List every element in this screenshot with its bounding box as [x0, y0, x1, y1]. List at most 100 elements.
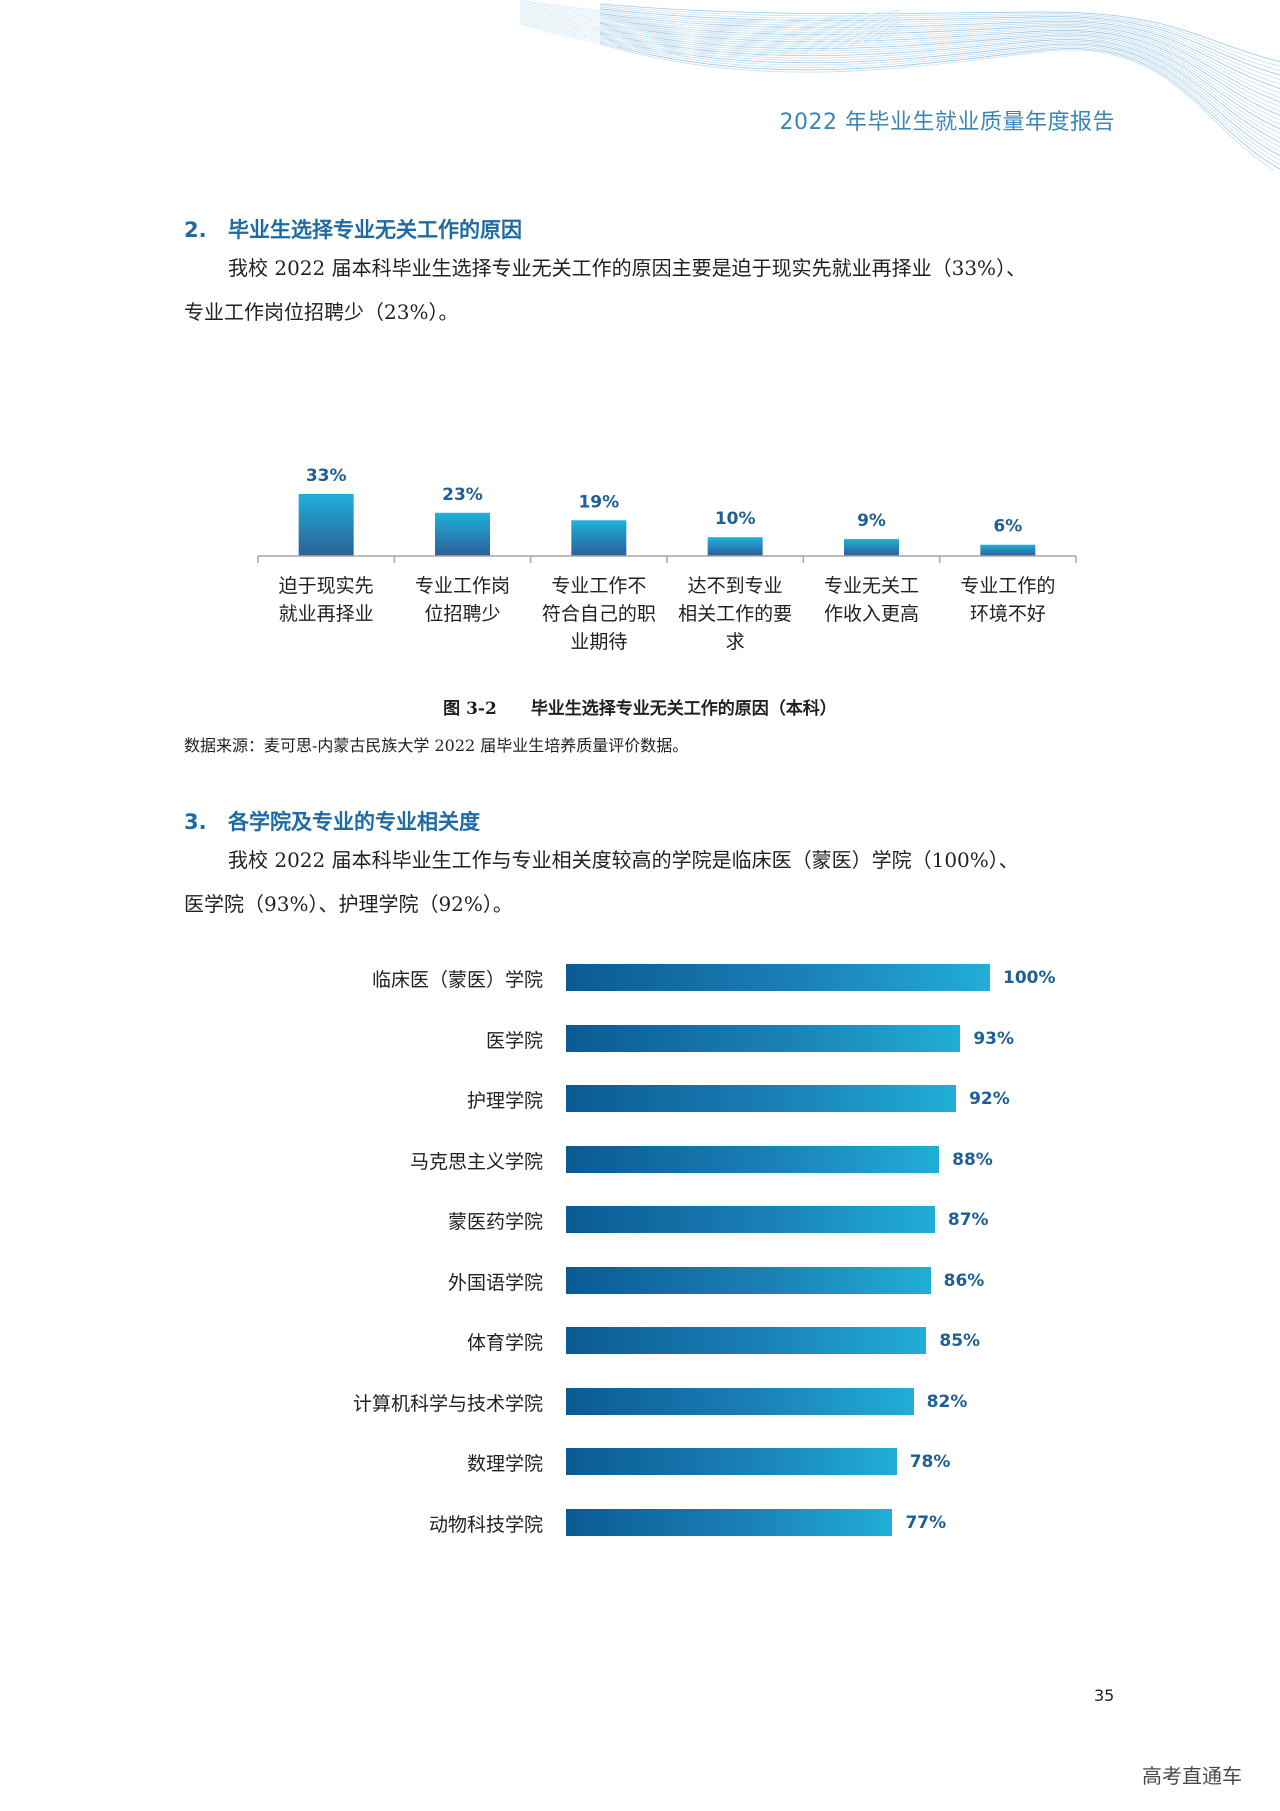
wave-line — [599, 11, 1280, 85]
wave-line — [519, 16, 901, 47]
reason-bar-value-label: 10% — [715, 509, 756, 529]
reason-category-label: 迫于现实先就业再择业 — [258, 572, 394, 628]
reason-category-label: 专业工作的 环境不好 — [940, 572, 1076, 628]
reason-category-label: 专业工作不符合自己的职 业期待 — [531, 572, 667, 656]
reason-category-label-line: 专业工作的 — [960, 575, 1056, 597]
section-3-paragraph-line-2: 医学院（93%）、护理学院（92%）。 — [184, 892, 513, 916]
reason-bar — [980, 544, 1036, 556]
college-relevance-value-label: 77% — [905, 1512, 947, 1533]
wave-line — [599, 6, 1280, 71]
wave-line — [599, 27, 1280, 130]
college-relevance-value-label: 92% — [969, 1089, 1010, 1109]
reason-category-label-line: 求 — [725, 631, 745, 653]
figure-3-2-number: 图 3-2 — [443, 699, 497, 719]
reason-category-label-line: 符合自己的职 — [541, 603, 656, 625]
reason-category-label-line: 位招聘少 — [424, 603, 501, 625]
section-3-title: 各学院及专业的专业相关度 — [228, 810, 480, 834]
college-relevance-value-label: 78% — [909, 1452, 951, 1472]
wave-line — [519, 17, 901, 49]
wave-line — [519, 12, 901, 40]
college-relevance-value-label: 93% — [973, 1028, 1015, 1049]
reason-category-label-line: 作收入更高 — [823, 603, 919, 625]
wave-line — [599, 13, 1280, 89]
reason-category-label-line: 迫于现实先 — [278, 575, 374, 597]
section-3-number: 3. — [184, 810, 207, 834]
reason-category-label-line: 专业工作岗 — [414, 575, 510, 597]
college-label: 医学院 — [485, 1029, 543, 1052]
college-relevance-value-label: 85% — [939, 1331, 981, 1351]
reason-category-label-line: 专业无关工 — [823, 575, 919, 597]
wave-line — [599, 8, 1280, 76]
wave-line — [519, 23, 901, 57]
section-3-paragraph: 我校 2022 届本科毕业生工作与专业相关度较高的学院是临床医（蒙医）学院（10… — [184, 838, 1114, 926]
college-relevance-bar — [566, 1266, 931, 1294]
reason-category-label: 专业工作岗 位招聘少 — [395, 572, 531, 628]
section-2-paragraph: 我校 2022 届本科毕业生选择专业无关工作的原因主要是迫于现实先就业再择业（3… — [184, 246, 1114, 334]
wave-line — [599, 38, 1280, 161]
wave-line — [599, 29, 1280, 134]
reason-category-label-line: 相关工作的要 — [678, 603, 793, 625]
college-relevance-bar — [566, 1085, 957, 1112]
wave-line — [599, 30, 1280, 139]
college-label: 体育学院 — [466, 1332, 543, 1354]
reason-bar-value-label: 23% — [442, 485, 483, 505]
section-2-paragraph-line-1: 我校 2022 届本科毕业生选择专业无关工作的原因主要是迫于现实先就业再择业（3… — [228, 256, 1027, 280]
header-wave-decoration — [519, 0, 1280, 170]
college-relevance-value-label: 87% — [947, 1210, 989, 1230]
wave-line — [519, 20, 901, 53]
wave-line — [599, 14, 1280, 94]
section-3-paragraph-line-1: 我校 2022 届本科毕业生工作与专业相关度较高的学院是临床医（蒙医）学院（10… — [228, 848, 1019, 872]
wave-line — [519, 6, 901, 32]
section-2-paragraph-line-2: 专业工作岗位招聘少（23%）。 — [184, 300, 459, 324]
reason-bar — [844, 539, 899, 556]
wave-line — [519, 3, 901, 28]
college-relevance-value-label: 82% — [926, 1391, 968, 1412]
section-3-heading: 3. 各学院及专业的专业相关度 — [184, 806, 480, 836]
college-label: 动物科技学院 — [428, 1513, 543, 1536]
wave-line — [599, 43, 1275, 170]
college-relevance-bar — [566, 1024, 961, 1052]
wave-line — [599, 42, 1280, 170]
wave-line — [599, 18, 1280, 103]
wave-line — [519, 2, 901, 25]
watermark: 高考直通车 — [1142, 1764, 1242, 1788]
reason-category-label-line: 就业再择业 — [278, 603, 374, 625]
college-relevance-bar — [566, 964, 990, 991]
college-relevance-value-label: 88% — [952, 1149, 993, 1170]
wave-line — [599, 19, 1280, 107]
section-2-number: 2. — [184, 218, 207, 242]
wave-line — [519, 15, 901, 44]
reason-bar — [707, 537, 763, 556]
wave-line — [519, 22, 901, 55]
wave-line — [519, 9, 901, 36]
reason-bar — [571, 520, 627, 556]
report-title: 2022 年毕业生就业质量年度报告 — [779, 110, 1115, 135]
college-label: 数理学院 — [466, 1453, 543, 1475]
section-2-heading: 2. 毕业生选择专业无关工作的原因 — [184, 214, 522, 244]
reason-category-label-line: 业期待 — [570, 631, 628, 653]
college-label: 临床医（蒙医）学院 — [371, 969, 543, 991]
wave-line — [519, 1, 901, 23]
reason-category-label-line: 专业工作不 — [551, 575, 647, 597]
reason-category-label-line: 达不到专业 — [687, 575, 783, 597]
college-label: 马克思主义学院 — [409, 1150, 543, 1173]
college-relevance-bar — [566, 1387, 914, 1415]
wave-line — [519, 0, 901, 21]
section-2-title: 毕业生选择专业无关工作的原因 — [228, 218, 522, 242]
reasons-column-chart: 33% 23% 19% 10% 9% 6% — [257, 466, 1077, 563]
reason-category-label-line: 环境不好 — [969, 603, 1046, 625]
reason-bar-value-label: 33% — [306, 466, 347, 486]
wave-line — [599, 16, 1280, 98]
college-label: 外国语学院 — [447, 1271, 543, 1294]
reason-bar-value-label: 19% — [578, 492, 619, 512]
college-label: 计算机科学与技术学院 — [352, 1392, 543, 1415]
college-relevance-bar — [566, 1206, 935, 1233]
wave-line — [599, 10, 1280, 80]
wave-line — [599, 3, 1280, 63]
wave-line — [599, 35, 1280, 152]
college-label: 护理学院 — [466, 1090, 543, 1112]
college-relevance-bar — [566, 1327, 927, 1354]
college-relevance-bar — [566, 1448, 897, 1475]
reason-bar-value-label: 9% — [857, 511, 886, 531]
reason-bar — [435, 512, 490, 556]
